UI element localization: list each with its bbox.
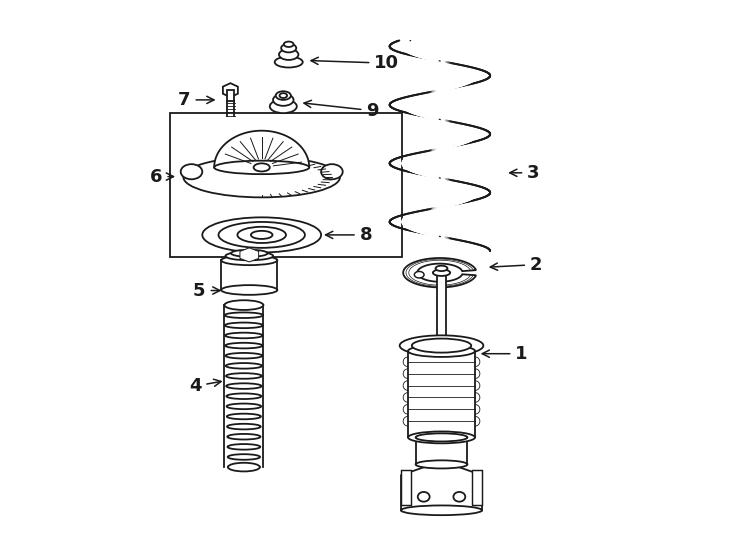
Ellipse shape xyxy=(225,333,263,338)
Ellipse shape xyxy=(226,383,261,389)
Polygon shape xyxy=(401,467,482,510)
Polygon shape xyxy=(403,258,476,287)
Ellipse shape xyxy=(214,160,309,174)
Ellipse shape xyxy=(279,49,299,60)
Bar xyxy=(170,113,402,256)
Ellipse shape xyxy=(454,492,465,502)
Ellipse shape xyxy=(226,394,261,399)
Ellipse shape xyxy=(225,302,264,308)
Ellipse shape xyxy=(415,460,468,468)
Ellipse shape xyxy=(408,431,475,443)
Ellipse shape xyxy=(184,157,340,197)
Ellipse shape xyxy=(321,164,343,179)
Text: 7: 7 xyxy=(178,91,214,109)
Polygon shape xyxy=(437,273,446,356)
Ellipse shape xyxy=(221,285,277,295)
Text: 9: 9 xyxy=(304,100,379,120)
Ellipse shape xyxy=(228,434,261,440)
Polygon shape xyxy=(415,346,468,356)
Ellipse shape xyxy=(225,343,263,348)
Polygon shape xyxy=(408,351,475,437)
Ellipse shape xyxy=(221,255,277,265)
Text: 10: 10 xyxy=(311,54,399,72)
Polygon shape xyxy=(415,437,468,464)
Text: 2: 2 xyxy=(490,255,542,274)
Ellipse shape xyxy=(275,57,302,68)
Bar xyxy=(472,470,482,505)
Ellipse shape xyxy=(231,249,267,256)
Polygon shape xyxy=(221,260,277,290)
Ellipse shape xyxy=(225,313,263,318)
Ellipse shape xyxy=(227,414,261,419)
Ellipse shape xyxy=(181,164,203,179)
Polygon shape xyxy=(227,90,234,101)
Ellipse shape xyxy=(435,266,448,271)
Polygon shape xyxy=(240,248,258,262)
Ellipse shape xyxy=(281,44,297,52)
Ellipse shape xyxy=(280,93,287,98)
Ellipse shape xyxy=(401,505,482,515)
Text: 3: 3 xyxy=(509,164,539,182)
Ellipse shape xyxy=(203,217,321,253)
Ellipse shape xyxy=(228,463,260,471)
Ellipse shape xyxy=(225,300,264,310)
Ellipse shape xyxy=(270,99,297,113)
Ellipse shape xyxy=(228,464,260,470)
Ellipse shape xyxy=(225,353,262,359)
Ellipse shape xyxy=(226,363,262,369)
Ellipse shape xyxy=(227,424,261,429)
Ellipse shape xyxy=(225,252,273,260)
Polygon shape xyxy=(214,131,309,167)
Text: 8: 8 xyxy=(326,226,372,244)
Ellipse shape xyxy=(251,231,272,239)
Ellipse shape xyxy=(227,403,261,409)
Ellipse shape xyxy=(408,345,475,357)
Ellipse shape xyxy=(225,322,263,328)
Text: 5: 5 xyxy=(193,281,220,300)
Bar xyxy=(401,470,411,505)
Ellipse shape xyxy=(412,339,471,353)
Text: 4: 4 xyxy=(189,377,221,395)
Ellipse shape xyxy=(219,222,305,248)
Ellipse shape xyxy=(433,269,450,276)
Ellipse shape xyxy=(400,335,484,356)
Ellipse shape xyxy=(415,433,468,442)
Ellipse shape xyxy=(228,454,260,460)
Ellipse shape xyxy=(237,227,286,243)
Ellipse shape xyxy=(284,42,294,47)
Text: 1: 1 xyxy=(482,345,528,363)
Ellipse shape xyxy=(254,163,270,172)
Ellipse shape xyxy=(414,272,424,278)
Text: 6: 6 xyxy=(150,167,173,186)
Ellipse shape xyxy=(226,373,262,379)
Ellipse shape xyxy=(276,91,291,100)
Ellipse shape xyxy=(273,94,294,106)
Ellipse shape xyxy=(418,492,429,502)
Ellipse shape xyxy=(228,444,261,450)
Polygon shape xyxy=(223,83,238,97)
